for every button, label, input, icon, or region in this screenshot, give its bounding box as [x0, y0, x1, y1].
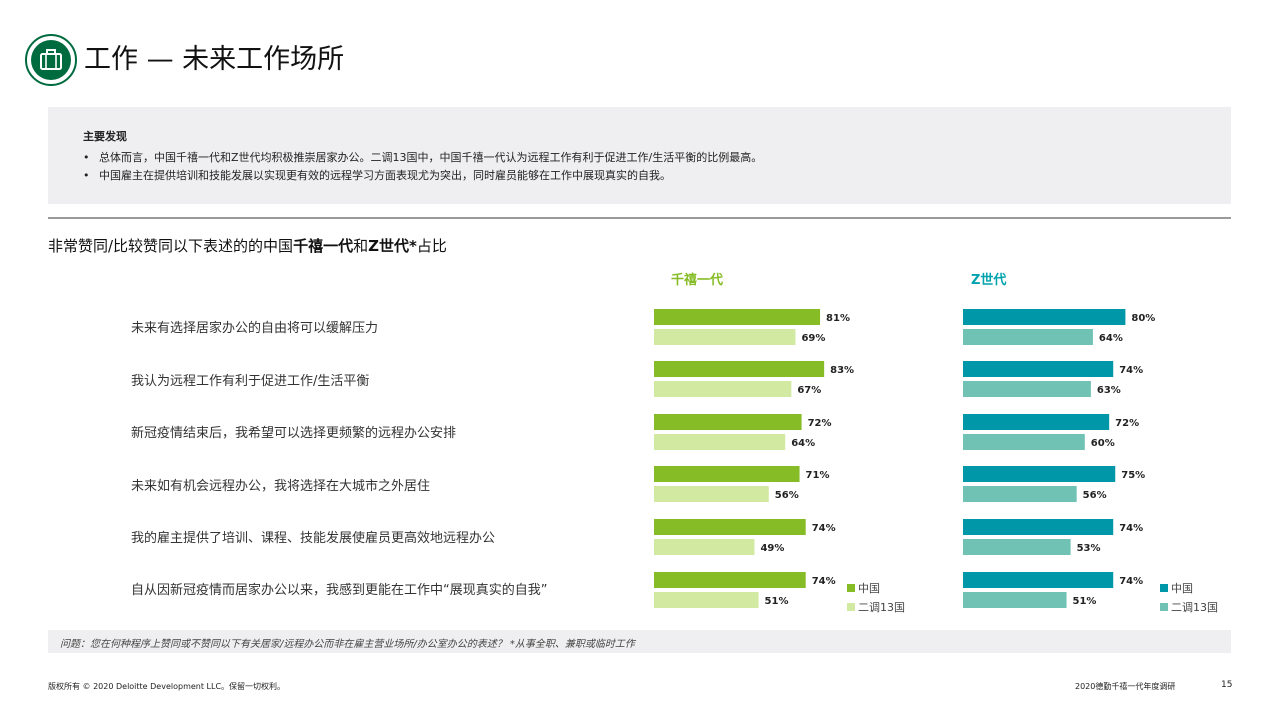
millennials-legend-label: 中国	[858, 582, 880, 595]
millennials-data-label: 83%	[830, 365, 854, 376]
section-divider	[48, 217, 1231, 219]
genz-legend-label: 中国	[1171, 582, 1193, 595]
genz-bar-global	[963, 592, 1067, 608]
statement-label: 未来有选择居家办公的自由将可以缓解压力	[131, 321, 379, 336]
statement-label: 新冠疫情结束后，我希望可以选择更频繁的远程办公安排	[131, 426, 457, 441]
genz-bar-global	[963, 381, 1091, 397]
millennials-bar-global	[654, 434, 786, 450]
millennials-data-label: 81%	[826, 313, 850, 324]
genz-data-label: 56%	[1083, 490, 1107, 501]
millennials-bar-global	[654, 592, 759, 608]
chart-heading-genz: Z世代*	[368, 237, 417, 255]
millennials-data-label: 74%	[812, 523, 836, 534]
millennials-bar-global	[654, 539, 755, 555]
page-number: 15	[1221, 680, 1233, 690]
millennials-data-label: 51%	[765, 596, 789, 607]
millennials-bar-global	[654, 486, 769, 502]
genz-data-label: 80%	[1131, 313, 1155, 324]
millennials-data-label: 56%	[775, 490, 799, 501]
millennials-data-label: 69%	[801, 333, 825, 344]
statement-label: 未来如有机会远程办公，我将选择在大城市之外居住	[131, 479, 431, 494]
key-finding-text: 总体而言，中国千禧一代和Z世代均积极推崇居家办公。二调13国中，中国千禧一代认为…	[99, 151, 763, 164]
chart-heading: 非常赞同/比较赞同以下表述的的中国千禧一代和Z世代*占比	[48, 235, 447, 256]
millennials-bar-global	[654, 381, 792, 397]
genz-data-label: 63%	[1097, 385, 1121, 396]
chart-heading-prefix: 非常赞同/比较赞同以下表述的的中国	[48, 237, 294, 255]
chart-heading-middle: 和	[353, 237, 369, 255]
millennials-data-label: 72%	[808, 418, 832, 429]
page-title: 工作 — 未来工作场所	[84, 44, 345, 75]
millennials-data-label: 64%	[791, 438, 815, 449]
genz-bar-china	[963, 361, 1114, 377]
statement-label: 我的雇主提供了培训、课程、技能发展使雇员更高效地远程办公	[131, 531, 496, 546]
genz-bar-global	[963, 434, 1085, 450]
key-finding-text: 中国雇主在提供培训和技能发展以实现更有效的远程学习方面表现尤为突出，同时雇员能够…	[99, 169, 671, 182]
genz-data-label: 53%	[1077, 543, 1101, 554]
chart-heading-millennials: 千禧一代	[293, 237, 354, 255]
millennials-bar-china	[654, 309, 821, 325]
statement-label: 我认为远程工作有利于促进工作/生活平衡	[131, 374, 370, 389]
genz-bar-global	[963, 329, 1093, 345]
millennials-bar-china	[654, 572, 806, 588]
genz-data-label: 64%	[1099, 333, 1123, 344]
genz-data-label: 74%	[1119, 523, 1143, 534]
genz-data-label: 72%	[1115, 418, 1139, 429]
genz-data-label: 74%	[1119, 365, 1143, 376]
genz-bar-china	[963, 519, 1114, 535]
millennials-bar-china	[654, 361, 825, 377]
chart-heading-suffix: 占比	[416, 237, 447, 255]
millennials-bar-china	[654, 466, 800, 482]
genz-bar-china	[963, 572, 1114, 588]
report-name: 2020德勤千禧一代年度调研	[1075, 682, 1176, 691]
statement-label: 自从因新冠疫情而居家办公以来，我感到更能在工作中“展现真实的自我”	[131, 583, 548, 598]
key-finding-item: • 中国雇主在提供培训和技能发展以实现更有效的远程学习方面表现尤为突出，同时雇员能…	[83, 167, 671, 183]
briefcase-icon	[25, 34, 77, 86]
bullet-icon: •	[83, 169, 90, 182]
millennials-data-label: 71%	[806, 470, 830, 481]
millennials-data-label: 74%	[812, 576, 836, 587]
millennials-bar-global	[654, 329, 796, 345]
genz-bar-china	[963, 309, 1126, 325]
question-note-bar: 问题：您在何种程序上赞同或不赞同以下有关居家/远程办公而非在雇主营业场所/办公室…	[48, 630, 1231, 653]
millennials-data-label: 49%	[760, 543, 784, 554]
genz-legend-swatch	[1160, 603, 1168, 611]
genz-group-title: Z世代	[971, 273, 1007, 288]
key-findings-title: 主要发现	[83, 130, 127, 143]
millennials-bar-china	[654, 414, 802, 430]
genz-legend-label: 二调13国	[1171, 601, 1218, 614]
genz-data-label: 74%	[1119, 576, 1143, 587]
millennials-bar-china	[654, 519, 806, 535]
bullet-icon: •	[83, 151, 90, 164]
genz-bar-china	[963, 466, 1116, 482]
genz-legend-swatch	[1160, 584, 1168, 592]
copyright-text: 版权所有 © 2020 Deloitte Development LLC。保留一…	[48, 682, 286, 691]
millennials-legend-label: 二调13国	[858, 601, 905, 614]
genz-data-label: 75%	[1121, 470, 1145, 481]
key-findings-panel: 主要发现 • 总体而言，中国千禧一代和Z世代均积极推崇居家办公。二调13国中，中国…	[48, 107, 1231, 204]
genz-bar-china	[963, 414, 1110, 430]
millennials-legend-swatch	[847, 584, 855, 592]
genz-bar-global	[963, 486, 1077, 502]
key-finding-item: • 总体而言，中国千禧一代和Z世代均积极推崇居家办公。二调13国中，中国千禧一代认…	[83, 149, 762, 165]
millennials-group-title: 千禧一代	[671, 273, 724, 288]
genz-data-label: 51%	[1073, 596, 1097, 607]
millennials-data-label: 67%	[797, 385, 821, 396]
question-note: 问题：您在何种程序上赞同或不赞同以下有关居家/远程办公而非在雇主营业场所/办公室…	[60, 639, 635, 650]
genz-data-label: 60%	[1091, 438, 1115, 449]
genz-bar-global	[963, 539, 1071, 555]
millennials-legend-swatch	[847, 603, 855, 611]
